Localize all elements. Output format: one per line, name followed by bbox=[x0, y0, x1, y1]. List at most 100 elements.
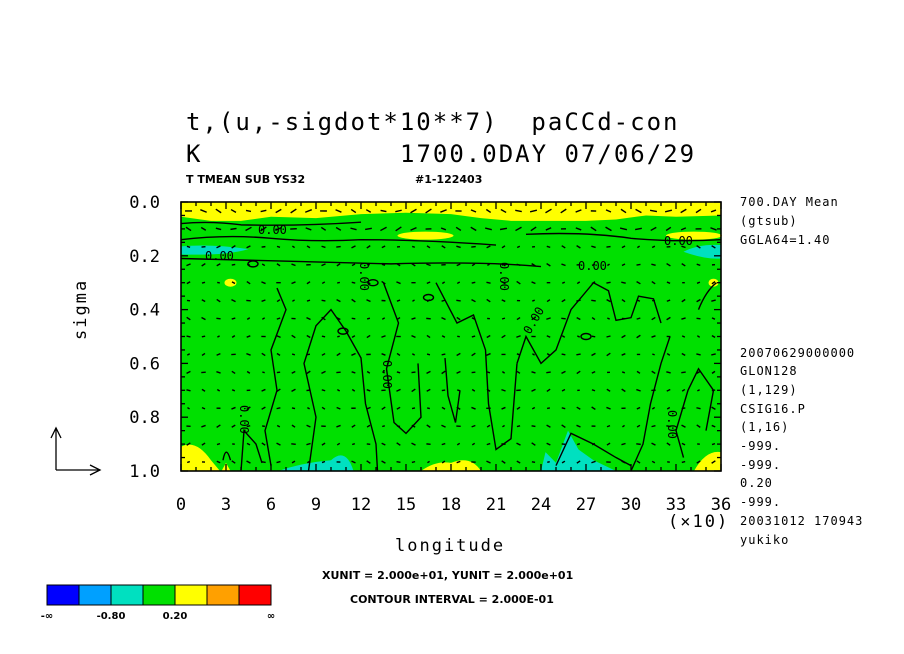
wind-vector bbox=[366, 334, 371, 339]
wind-vector bbox=[306, 424, 311, 428]
wind-vector bbox=[246, 245, 251, 249]
units-label: XUNIT = 2.000e+01, YUNIT = 2.000e+01 bbox=[322, 569, 574, 582]
wind-vector bbox=[456, 442, 461, 446]
wind-vector bbox=[501, 460, 506, 464]
surface-yellow-west bbox=[181, 444, 220, 471]
contour-label-9: 0.00 bbox=[205, 249, 234, 263]
wind-vector bbox=[276, 334, 281, 339]
wind-vector bbox=[336, 442, 341, 446]
wind-vector bbox=[651, 280, 656, 285]
wind-vector bbox=[246, 406, 251, 411]
wind-vector bbox=[664, 209, 673, 213]
info-val1: -999. bbox=[740, 439, 782, 453]
wind-vector bbox=[575, 209, 582, 213]
wind-vector bbox=[590, 226, 597, 232]
wind-vector bbox=[441, 442, 446, 446]
wind-vector bbox=[426, 334, 431, 339]
wind-vector bbox=[486, 298, 491, 303]
wind-vector bbox=[711, 442, 716, 446]
wind-vector bbox=[216, 352, 221, 356]
wind-vector bbox=[591, 370, 596, 374]
wind-vector bbox=[337, 335, 340, 338]
colorbar-swatch bbox=[46, 584, 80, 606]
wind-vector bbox=[426, 353, 431, 356]
contour-loop-0 bbox=[247, 260, 259, 268]
wind-vector bbox=[336, 352, 341, 357]
wind-vector bbox=[321, 442, 326, 446]
wind-vector bbox=[606, 335, 611, 338]
wind-vector bbox=[591, 245, 596, 249]
wind-vector bbox=[576, 335, 581, 338]
wind-vector bbox=[546, 262, 551, 267]
info-val3: 0.20 bbox=[740, 476, 773, 490]
wind-vector bbox=[396, 406, 401, 410]
wind-vector bbox=[501, 317, 506, 320]
wind-vector bbox=[201, 299, 206, 303]
wind-vector bbox=[456, 263, 461, 267]
wind-vector bbox=[711, 370, 716, 374]
contour-line-9 bbox=[516, 281, 662, 365]
wind-vector bbox=[335, 226, 342, 231]
wind-vector bbox=[576, 443, 581, 446]
wind-vector bbox=[336, 406, 341, 410]
wind-vector bbox=[621, 388, 626, 393]
wind-vector bbox=[711, 406, 716, 410]
wind-vector bbox=[426, 299, 431, 303]
wind-vector bbox=[411, 424, 416, 428]
wind-vector bbox=[351, 352, 356, 356]
wind-vector bbox=[291, 334, 296, 339]
wind-vector bbox=[246, 317, 251, 320]
wind-vector bbox=[440, 209, 447, 213]
wind-vector bbox=[215, 227, 222, 231]
wind-vector bbox=[411, 353, 416, 356]
wind-vector bbox=[366, 406, 371, 410]
wind-vector bbox=[471, 335, 476, 338]
wind-vector bbox=[471, 281, 476, 284]
wind-vector bbox=[307, 406, 310, 410]
wind-vector bbox=[681, 442, 686, 446]
contour-loop-2 bbox=[337, 327, 349, 335]
contour-line-14 bbox=[222, 451, 232, 461]
wind-vector bbox=[696, 353, 701, 356]
wind-vector bbox=[576, 370, 581, 375]
wind-vector bbox=[382, 425, 385, 428]
wind-vector bbox=[711, 281, 716, 285]
wind-vector bbox=[441, 424, 446, 428]
wind-vector bbox=[441, 406, 446, 410]
wind-vector bbox=[427, 407, 430, 410]
wind-vector bbox=[651, 245, 656, 249]
wind-vector bbox=[231, 335, 236, 338]
wind-vector bbox=[546, 299, 551, 303]
wind-vector bbox=[681, 371, 686, 374]
wind-vector bbox=[426, 263, 431, 267]
wind-vector bbox=[485, 227, 492, 231]
wind-vector bbox=[365, 227, 372, 231]
wind-vector bbox=[396, 299, 401, 302]
wind-vector bbox=[561, 353, 566, 356]
wind-vector bbox=[635, 208, 642, 214]
wind-vector bbox=[561, 298, 566, 303]
wind-vector bbox=[201, 442, 206, 446]
wind-vector bbox=[456, 281, 461, 285]
wind-vector bbox=[216, 371, 221, 374]
wind-vector bbox=[607, 263, 610, 267]
wind-vector bbox=[216, 317, 221, 320]
wind-vector bbox=[621, 353, 626, 356]
ref-arrow-head-right bbox=[89, 464, 102, 476]
wind-vector bbox=[396, 281, 401, 285]
y-tick-label: 0.2 bbox=[129, 247, 160, 267]
x-axis-label: longitude bbox=[395, 536, 506, 556]
field-base bbox=[181, 202, 721, 471]
wind-vector bbox=[276, 407, 281, 410]
wind-vectors bbox=[185, 208, 717, 464]
wind-vector bbox=[276, 317, 281, 320]
wind-vector bbox=[622, 424, 625, 428]
wind-vector bbox=[681, 424, 686, 428]
wind-vector bbox=[545, 227, 552, 231]
wind-vector bbox=[366, 281, 371, 285]
wind-vector bbox=[186, 460, 191, 464]
wind-vector bbox=[291, 424, 296, 428]
surface-cyan-east bbox=[541, 430, 616, 471]
wind-vector bbox=[605, 226, 612, 232]
wind-vector bbox=[456, 299, 461, 302]
